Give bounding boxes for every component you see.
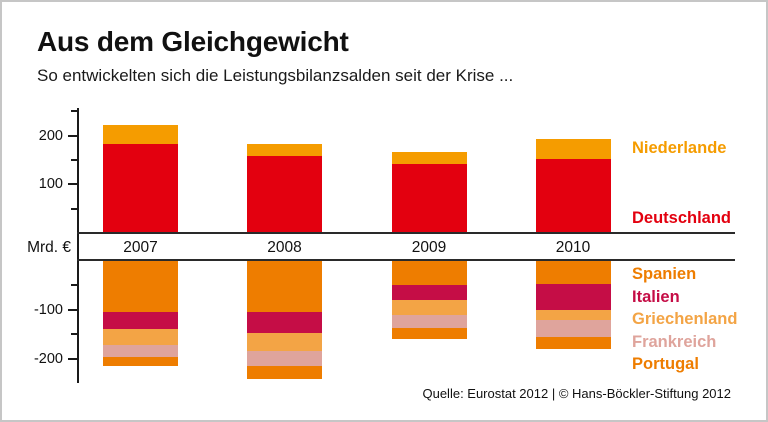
bar-segment-frankreich-2008 [247,351,322,367]
bar-segment-spanien-2008 [247,261,322,312]
bar-segment-griechenland-2009 [391,300,467,315]
year-label-2007: 2007 [123,239,158,256]
legend-spanien: Spanien [632,265,697,283]
bar-segment-italien-2008 [247,311,322,334]
y-axis-line [77,108,79,383]
tick-label-100: 100 [38,176,63,193]
zero-band-bottom-line [77,259,735,261]
tick-mark-minor [71,333,77,336]
year-label-2010: 2010 [555,239,591,256]
year-label-2008: 2008 [267,239,302,256]
tick-label--100: -100 [33,301,63,318]
bar-segment-spanien-2009 [391,261,467,286]
legend-portugal: Portugal [632,354,699,373]
bar-segment-frankreich-2010 [535,320,611,337]
bar-segment-italien-2007 [103,312,178,330]
bar-segment-deutschland-2007 [103,144,178,232]
chart-subtitle: So entwickelten sich die Leistungsbilanz… [37,66,514,85]
bar-segment-portugal-2007 [103,356,178,366]
bar-segment-deutschland-2010 [535,158,611,232]
year-label-2009: 2009 [411,239,447,256]
source-note: Quelle: Eurostat 2012 | © Hans-Böckler-S… [422,386,731,401]
bar-segment-griechenland-2008 [247,333,322,352]
zero-band-top-line [77,232,735,234]
bar-segment-frankreich-2009 [391,314,467,329]
tick-mark-major [68,308,77,311]
bar-segment-italien-2010 [535,284,611,311]
bar-segment-frankreich-2007 [103,345,178,357]
legend-italien: Italien [632,287,680,306]
chart-title: Aus dem Gleichgewicht [37,26,349,57]
tick-mark-major [68,357,77,360]
bar-segment-spanien-2007 [103,261,178,313]
tick-mark-minor [71,284,77,287]
tick-label-200: 200 [38,127,63,144]
tick-mark-major [68,134,77,137]
bar-segment-spanien-2010 [535,261,611,285]
legend-deutschland: Deutschland [632,209,732,227]
legend-niederlande: Niederlande [632,139,727,157]
bar-segment-portugal-2009 [391,328,467,339]
bar-segment-niederlande-2007 [103,124,178,145]
legend-frankreich: Frankreich [632,332,717,351]
bar-segment-niederlande-2009 [391,151,467,164]
bar-segment-griechenland-2010 [535,310,611,321]
bar-segment-italien-2009 [391,285,467,301]
bar-segment-niederlande-2010 [535,139,611,159]
bar-segment-deutschland-2008 [247,156,322,232]
legend-griechenland: Griechenland [632,310,738,328]
bar-segment-griechenland-2007 [103,329,178,346]
tick-mark-major [68,183,77,186]
bar-segment-portugal-2010 [535,336,611,350]
tick-mark-minor [71,207,77,210]
bar-segment-portugal-2008 [247,366,322,379]
tick-label--200: -200 [33,350,63,367]
bar-segment-deutschland-2009 [391,163,467,232]
bar-segment-niederlande-2008 [247,144,322,157]
tick-mark-minor [71,110,77,113]
tick-mark-minor [71,158,77,161]
unit-label: Mrd. € [27,239,71,256]
